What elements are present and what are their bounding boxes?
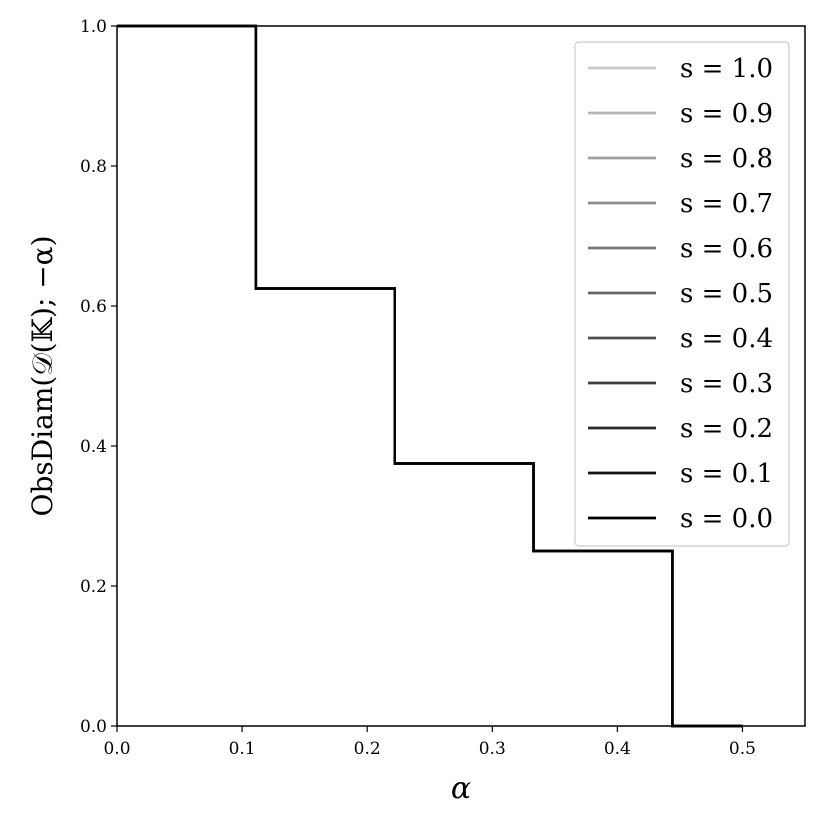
legend-label-5: s = 0.5 <box>680 279 773 309</box>
x-tick-label: 0.0 <box>103 739 130 759</box>
legend-label-9: s = 0.1 <box>680 459 773 489</box>
x-tick-label: 0.1 <box>229 739 256 759</box>
x-axis-label: α <box>451 771 471 806</box>
y-tick-label: 0.6 <box>80 297 107 317</box>
y-axis-label: ObsDiam(𝒟(𝕂); −α) <box>26 236 59 517</box>
x-tick-label: 0.5 <box>729 739 756 759</box>
y-axis: 0.0 0.2 0.4 0.6 0.8 1.0 <box>80 17 117 737</box>
x-tick-label: 0.3 <box>479 739 506 759</box>
plot-frame <box>116 25 806 727</box>
y-tick-label: 0.2 <box>80 577 107 597</box>
legend-box <box>574 41 790 547</box>
legend-label-3: s = 0.7 <box>680 189 773 219</box>
x-axis: 0.0 0.1 0.2 0.3 0.4 0.5 <box>103 726 756 759</box>
series-line-10 <box>117 24 743 728</box>
legend-label-1: s = 0.9 <box>680 99 773 129</box>
legend-label-4: s = 0.6 <box>680 234 773 264</box>
legend: s = 1.0 s = 0.9 s = 0.8 s = 0.7 s = 0.6 s = 0… <box>574 41 790 547</box>
legend-label-10: s = 0.0 <box>680 504 773 534</box>
legend-label-8: s = 0.2 <box>680 414 773 444</box>
x-tick-label: 0.4 <box>604 739 631 759</box>
legend-label-0: s = 1.0 <box>680 54 773 84</box>
legend-label-7: s = 0.3 <box>680 369 773 399</box>
x-tick-label: 0.2 <box>354 739 381 759</box>
y-tick-label: 0.0 <box>80 717 107 737</box>
legend-label-2: s = 0.8 <box>680 144 773 174</box>
y-tick-label: 1.0 <box>80 17 107 37</box>
plot-lines <box>117 24 743 728</box>
legend-label-6: s = 0.4 <box>680 324 773 354</box>
y-tick-label: 0.4 <box>80 437 107 457</box>
y-tick-label: 0.8 <box>80 157 107 177</box>
